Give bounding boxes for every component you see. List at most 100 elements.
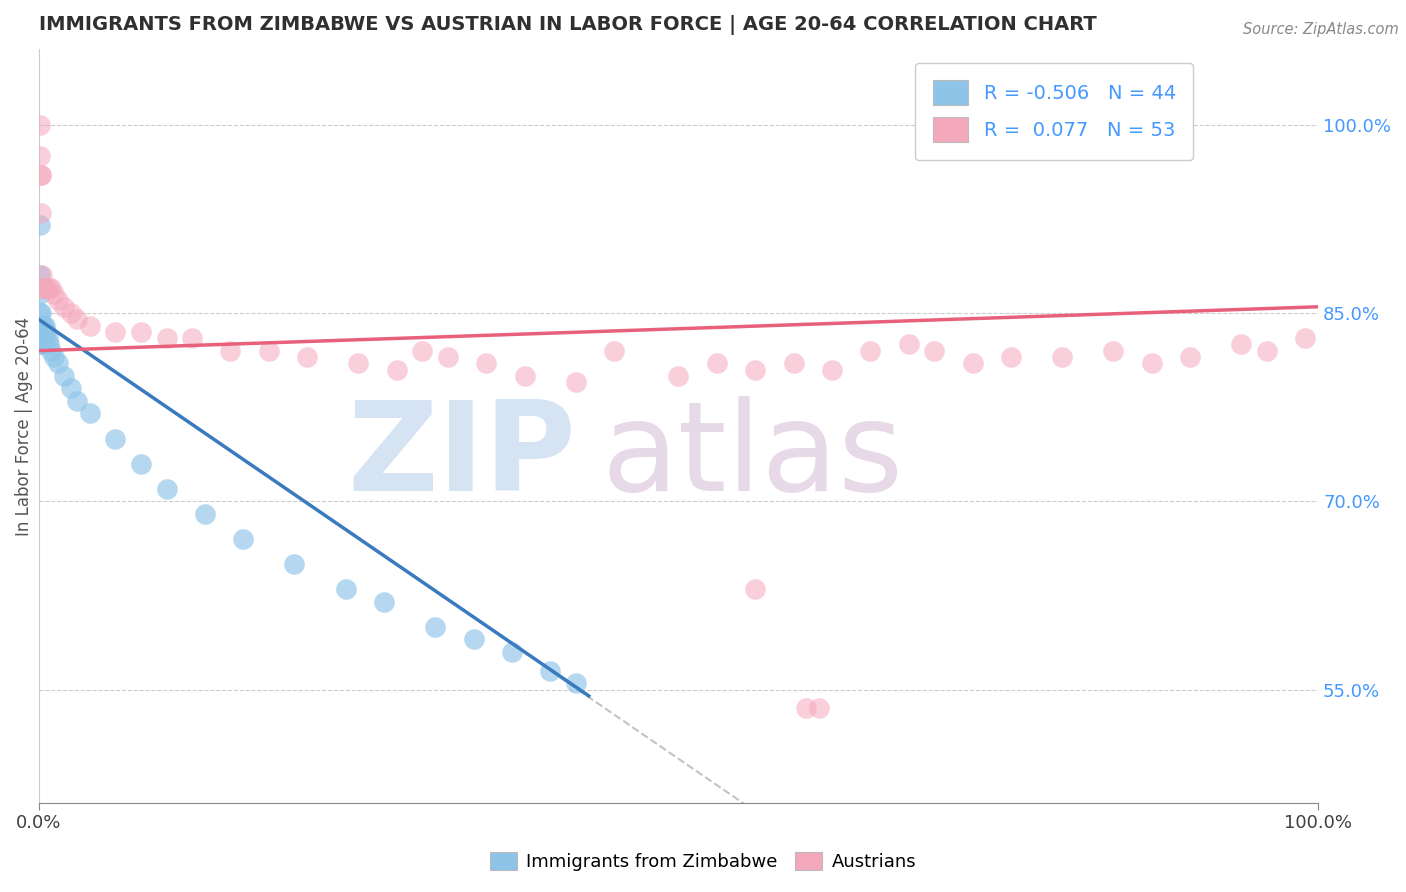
Point — [808, 701, 831, 715]
Point — [46, 356, 69, 370]
Point — [30, 168, 52, 182]
Point — [347, 356, 370, 370]
Point — [28, 318, 51, 333]
Point — [859, 343, 882, 358]
Point — [297, 350, 319, 364]
Point — [1140, 356, 1163, 370]
Point — [30, 331, 52, 345]
Point — [1000, 350, 1022, 364]
Point — [53, 368, 76, 383]
Point — [28, 218, 51, 232]
Point — [565, 676, 588, 690]
Point — [34, 325, 56, 339]
Point — [30, 168, 52, 182]
Point — [603, 343, 626, 358]
Point — [155, 331, 177, 345]
Point — [42, 350, 65, 364]
Y-axis label: In Labor Force | Age 20-64: In Labor Force | Age 20-64 — [15, 317, 32, 535]
Text: atlas: atlas — [602, 396, 904, 516]
Point — [232, 532, 254, 546]
Point — [475, 356, 498, 370]
Point — [32, 331, 55, 345]
Point — [283, 557, 305, 571]
Point — [425, 620, 447, 634]
Point — [46, 293, 69, 308]
Point — [35, 325, 58, 339]
Point — [501, 645, 523, 659]
Point — [34, 318, 56, 333]
Point — [28, 287, 51, 301]
Point — [666, 368, 689, 383]
Point — [794, 701, 817, 715]
Point — [79, 318, 101, 333]
Point — [30, 318, 52, 333]
Point — [897, 337, 920, 351]
Point — [30, 318, 52, 333]
Point — [37, 331, 59, 345]
Point — [538, 664, 561, 678]
Point — [1256, 343, 1278, 358]
Point — [706, 356, 728, 370]
Point — [1180, 350, 1202, 364]
Point — [411, 343, 433, 358]
Point — [30, 337, 52, 351]
Point — [194, 507, 217, 521]
Text: ZIP: ZIP — [347, 396, 576, 516]
Point — [28, 118, 51, 132]
Point — [335, 582, 357, 597]
Point — [962, 356, 984, 370]
Point — [385, 362, 408, 376]
Point — [28, 306, 51, 320]
Point — [34, 281, 56, 295]
Point — [463, 632, 485, 647]
Point — [373, 595, 395, 609]
Point — [1102, 343, 1125, 358]
Point — [155, 482, 177, 496]
Point — [79, 407, 101, 421]
Point — [30, 325, 52, 339]
Point — [181, 331, 204, 345]
Point — [744, 362, 766, 376]
Point — [1050, 350, 1073, 364]
Point — [565, 375, 588, 389]
Point — [30, 306, 52, 320]
Point — [1294, 331, 1316, 345]
Point — [38, 281, 60, 295]
Point — [31, 281, 53, 295]
Point — [59, 306, 82, 320]
Point — [28, 149, 51, 163]
Point — [32, 325, 55, 339]
Point — [31, 325, 53, 339]
Point — [31, 268, 53, 283]
Point — [66, 393, 89, 408]
Point — [30, 205, 52, 219]
Point — [104, 325, 127, 339]
Text: Source: ZipAtlas.com: Source: ZipAtlas.com — [1243, 22, 1399, 37]
Point — [38, 337, 60, 351]
Point — [31, 337, 53, 351]
Point — [821, 362, 844, 376]
Legend: R = -0.506   N = 44, R =  0.077   N = 53: R = -0.506 N = 44, R = 0.077 N = 53 — [915, 63, 1194, 160]
Point — [53, 300, 76, 314]
Point — [782, 356, 804, 370]
Point — [42, 287, 65, 301]
Point — [28, 268, 51, 283]
Point — [513, 368, 536, 383]
Point — [437, 350, 460, 364]
Point — [41, 281, 63, 295]
Point — [31, 318, 53, 333]
Point — [32, 318, 55, 333]
Point — [66, 312, 89, 326]
Point — [1230, 337, 1253, 351]
Point — [922, 343, 945, 358]
Legend: Immigrants from Zimbabwe, Austrians: Immigrants from Zimbabwe, Austrians — [482, 845, 924, 879]
Text: IMMIGRANTS FROM ZIMBABWE VS AUSTRIAN IN LABOR FORCE | AGE 20-64 CORRELATION CHAR: IMMIGRANTS FROM ZIMBABWE VS AUSTRIAN IN … — [38, 15, 1097, 35]
Point — [41, 343, 63, 358]
Point — [744, 582, 766, 597]
Point — [31, 318, 53, 333]
Point — [257, 343, 280, 358]
Point — [35, 281, 58, 295]
Point — [32, 281, 55, 295]
Point — [129, 325, 152, 339]
Point — [104, 432, 127, 446]
